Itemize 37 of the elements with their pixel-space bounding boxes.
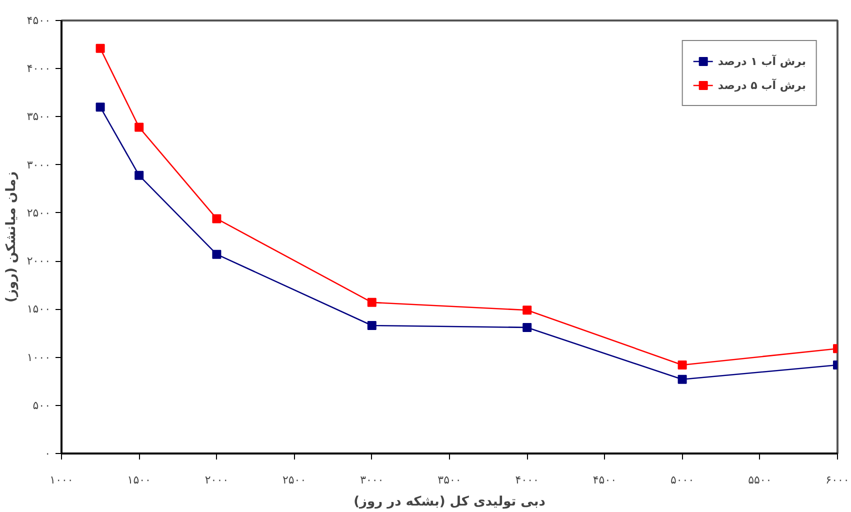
x-tick-label: ۲۵۰۰ xyxy=(282,474,306,486)
legend-label: برش آب ۱ درصد xyxy=(718,54,806,68)
y-axis-title: زمان میانشکن (روز) xyxy=(4,171,19,303)
x-tick-label: ۵۰۰۰ xyxy=(670,474,694,486)
point xyxy=(522,322,532,332)
y-tick-label: ۰ xyxy=(44,447,51,460)
y-tick-label: ۱۰۰۰ xyxy=(26,350,51,364)
point xyxy=(367,298,376,307)
y-tick-label: ۳۰۰۰ xyxy=(26,158,51,172)
point xyxy=(134,122,144,132)
x-tick-label: ۶۰۰۰ xyxy=(826,474,850,486)
y-tick-label: ۲۰۰۰ xyxy=(26,254,51,268)
x-tick-label: ۱۰۰۰ xyxy=(50,474,74,486)
point xyxy=(678,374,687,384)
x-tick-label: ۳۰۰۰ xyxy=(360,474,384,486)
point xyxy=(367,321,376,330)
point xyxy=(522,306,532,315)
y-tick-label: ۵۰۰ xyxy=(32,398,51,412)
point xyxy=(212,214,222,224)
x-axis-title: دبی تولیدی کل (بشکه در روز) xyxy=(354,494,546,510)
x-tick-label: ۴۵۰۰ xyxy=(592,474,617,486)
point xyxy=(678,360,687,370)
x-tick-label: ۵۵۰۰ xyxy=(748,474,772,486)
point xyxy=(212,250,222,259)
x-tick-label: ۱۵۰۰ xyxy=(127,474,151,486)
x-tick-label: ۳۵۰۰ xyxy=(438,474,462,486)
y-tick-label: ۴۵۰۰ xyxy=(26,14,51,27)
y-tick-label: ۱۵۰۰ xyxy=(26,302,51,316)
point xyxy=(134,170,144,180)
x-tick-label: ۲۰۰۰ xyxy=(204,474,229,486)
y-tick-label: ۲۵۰۰ xyxy=(26,206,51,220)
point xyxy=(96,102,105,112)
x-tick-label: ۴۰۰۰ xyxy=(515,474,539,486)
y-tick-label: ۴۰۰۰ xyxy=(26,62,51,76)
y-tick-label: ۳۵۰۰ xyxy=(26,110,51,124)
point xyxy=(96,44,105,53)
legend-label: برش آب ۵ درصد xyxy=(718,78,806,92)
